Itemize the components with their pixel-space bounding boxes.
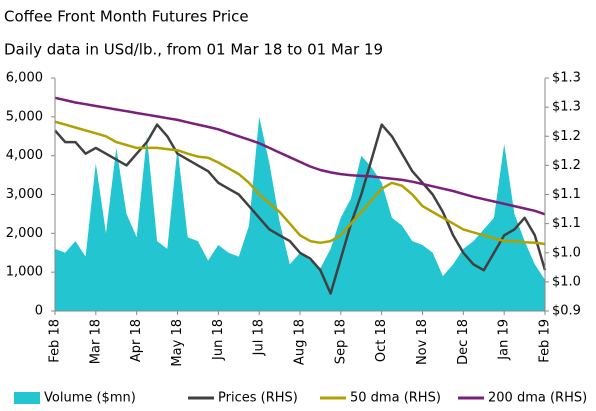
- y-tick-label: 2,000: [6, 226, 43, 241]
- x-tick-label: Jul 18: [252, 319, 267, 356]
- x-tick-label: Feb 19: [538, 319, 553, 363]
- y2-tick-label: $1.0: [552, 274, 581, 289]
- legend-label: 200 dma (RHS): [488, 391, 587, 406]
- series-line: [54, 123, 547, 295]
- y-tick-label: 5,000: [6, 109, 43, 124]
- y2-tick-label: $1.1: [552, 216, 581, 231]
- x-tick-label: Jun 18: [211, 319, 226, 361]
- y2-tick-label: $1.0: [552, 245, 581, 260]
- legend-label: Prices (RHS): [218, 391, 298, 406]
- y-tick-label: 1,000: [6, 265, 43, 280]
- x-tick-label: Aug 18: [293, 319, 308, 365]
- y2-tick-label: $1.1: [552, 187, 581, 202]
- x-tick-label: May 18: [170, 319, 185, 367]
- x-tick-label: Nov 18: [415, 319, 430, 365]
- y2-tick-label: $1.3: [552, 71, 581, 86]
- x-tick-label: Mar 18: [88, 319, 103, 364]
- x-tick-label: Dec 18: [456, 319, 471, 365]
- chart-subtitle: Daily data in USd/lb., from 01 Mar 18 to…: [4, 41, 383, 59]
- volume-area: [55, 116, 545, 311]
- x-tick-label: Feb 18: [48, 319, 63, 363]
- chart-title: Coffee Front Month Futures Price: [4, 8, 249, 26]
- y2-tick-label: $1.3: [552, 100, 581, 115]
- y-tick-label: 3,000: [6, 187, 43, 202]
- x-tick-label: Oct 18: [374, 319, 389, 362]
- y2-tick-label: $1.2: [552, 158, 581, 173]
- y2-tick-label: $0.9: [552, 304, 581, 319]
- legend-swatch: [14, 392, 40, 404]
- y-tick-label: 6,000: [6, 71, 43, 86]
- x-tick-label: Apr 18: [129, 319, 144, 362]
- legend-label: 50 dma (RHS): [350, 391, 441, 406]
- series-line: [54, 96, 546, 216]
- y-tick-label: 0: [35, 304, 43, 319]
- x-tick-label: Sep 18: [333, 319, 348, 364]
- legend-label: Volume ($mn): [44, 391, 136, 406]
- x-tick-label: Jan 19: [497, 319, 512, 361]
- series-line: [54, 120, 546, 246]
- y-tick-label: 4,000: [6, 148, 43, 163]
- y2-tick-label: $1.2: [552, 129, 581, 144]
